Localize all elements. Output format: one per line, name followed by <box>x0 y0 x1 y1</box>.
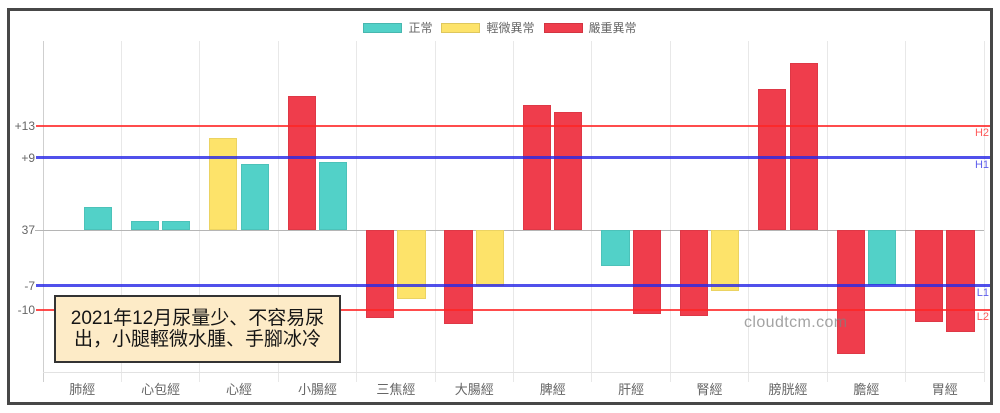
reference-line-label: H2 <box>974 127 989 140</box>
gridline <box>356 41 358 382</box>
x-axis-line <box>43 372 984 373</box>
baseline-line <box>35 229 984 231</box>
x-axis-label: 膽經 <box>853 382 880 397</box>
reference-line-l2 <box>36 308 990 311</box>
gridline <box>669 41 671 382</box>
x-axis-label: 大腸經 <box>454 382 494 397</box>
bar-severe <box>914 229 944 322</box>
x-axis-label: 肺經 <box>69 382 96 397</box>
annotation-line: 出，小腿輕微水腫、手腳冰冷 <box>73 329 321 350</box>
reference-line-h1 <box>36 156 990 160</box>
y-tick-label: +13 <box>14 118 35 133</box>
bar-severe <box>632 229 661 314</box>
gridline <box>591 41 593 382</box>
gridline <box>983 41 985 382</box>
bar-severe <box>946 229 975 332</box>
bar-normal <box>162 221 191 230</box>
legend-label: 正常 <box>408 21 433 35</box>
x-axis-label: 心包經 <box>141 382 181 397</box>
y-axis-line <box>42 41 44 382</box>
x-axis-label: 腎經 <box>696 382 723 397</box>
bar-severe <box>287 96 316 230</box>
bar-severe <box>789 63 818 230</box>
bar-severe <box>758 89 787 230</box>
x-axis-label: 胃經 <box>931 382 958 397</box>
bar-severe <box>522 105 552 230</box>
annotation-line: 2021年12月尿量少、不容易尿 <box>70 308 325 329</box>
legend-item-severe[interactable]: 嚴重異常 <box>543 21 637 35</box>
bar-normal <box>867 229 897 286</box>
y-tick-label: -10 <box>17 302 35 317</box>
gridline <box>513 41 514 382</box>
legend-item-mild[interactable]: 輕微異常 <box>441 21 535 35</box>
bar-severe <box>679 229 708 316</box>
bar-normal <box>83 206 112 230</box>
bar-normal <box>240 164 269 230</box>
legend-swatch-normal <box>363 23 403 33</box>
legend-swatch-mild <box>441 23 481 33</box>
gridline <box>905 41 907 382</box>
watermark: cloudtcm.com <box>744 314 848 331</box>
x-axis-label: 脾經 <box>539 382 566 397</box>
reference-line-label: H1 <box>974 159 989 172</box>
bar-mild <box>475 229 505 286</box>
legend-item-normal[interactable]: 正常 <box>363 21 432 35</box>
reference-line-label: L1 <box>976 287 989 300</box>
y-tick-label: 37 <box>21 222 35 237</box>
y-tick-label: +9 <box>21 150 35 165</box>
annotation-box: 2021年12月尿量少、不容易尿 出，小腿輕微水腫、手腳冰冷 <box>54 295 341 363</box>
reference-line-l1 <box>36 284 990 288</box>
bar-normal <box>319 161 348 230</box>
bar-severe <box>444 229 473 324</box>
gridline <box>277 41 279 382</box>
reference-line-h2 <box>36 124 990 127</box>
bar-mild <box>397 229 426 299</box>
legend-label: 嚴重異常 <box>588 21 637 35</box>
chart-legend: 正常 輕微異常 嚴重異常 <box>0 21 1000 35</box>
legend-label: 輕微異常 <box>486 21 535 35</box>
x-axis-label: 膀胱經 <box>768 382 808 397</box>
bar-severe <box>366 229 395 318</box>
bar-severe <box>836 229 865 354</box>
y-tick-label: -7 <box>24 278 35 293</box>
gridline <box>748 41 750 382</box>
bar-normal <box>601 229 630 266</box>
x-axis-label: 三焦經 <box>376 382 416 397</box>
bar-mild <box>711 229 740 291</box>
x-axis-label: 心經 <box>226 382 253 397</box>
bar-severe <box>554 112 583 230</box>
x-axis-label: 肝經 <box>618 382 645 397</box>
x-axis-label: 小腸經 <box>297 382 337 397</box>
bar-normal <box>130 221 160 230</box>
gridline <box>120 41 122 382</box>
gridline <box>826 41 828 382</box>
reference-line-label: L2 <box>976 311 989 324</box>
legend-swatch-severe <box>543 23 583 33</box>
gridline <box>199 41 201 382</box>
bar-mild <box>209 137 238 230</box>
gridline <box>434 41 436 382</box>
